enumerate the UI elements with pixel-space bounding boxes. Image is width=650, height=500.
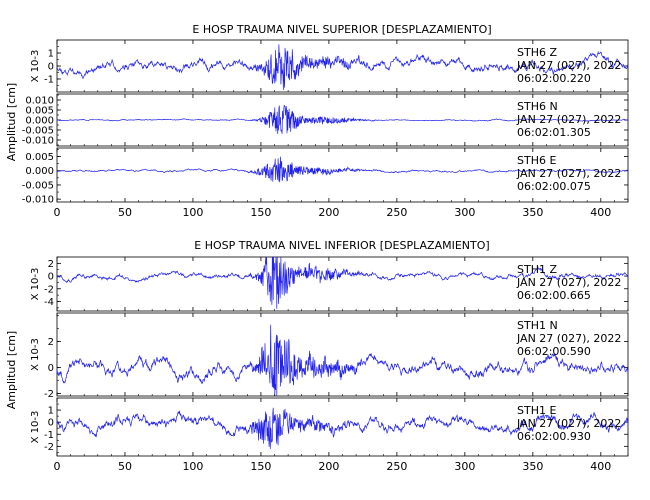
x-tick-label: 250 bbox=[386, 206, 407, 219]
trace-time: 06:02:01.305 bbox=[517, 126, 591, 139]
y-tick-label: 1 bbox=[48, 49, 54, 60]
scale-label: X 10-3 bbox=[30, 268, 41, 301]
x-tick-label: 100 bbox=[182, 206, 203, 219]
scale-label: X 10-3 bbox=[30, 50, 41, 83]
x-tick-label: 300 bbox=[454, 460, 475, 473]
y-tick-label: 0.000 bbox=[25, 116, 54, 127]
ylabel-superior: Amplitud [cm] bbox=[5, 83, 18, 161]
x-tick-label: 350 bbox=[522, 206, 543, 219]
y-tick-label: -1 bbox=[44, 75, 54, 86]
scale-label: X 10-3 bbox=[30, 411, 41, 444]
y-tick-label: -0.010 bbox=[22, 136, 54, 147]
y-tick-label: -0.005 bbox=[22, 126, 54, 137]
waveform-trace bbox=[56, 256, 629, 309]
trace-time: 06:02:00.665 bbox=[517, 289, 591, 302]
y-tick-label: -2 bbox=[44, 284, 54, 295]
x-axis-1: 0 50 100 150 200 250 300 350 400 bbox=[54, 257, 629, 473]
x-tick-label: 150 bbox=[250, 460, 271, 473]
x-tick-label: 50 bbox=[118, 460, 132, 473]
y-tick-label: -1 bbox=[44, 430, 54, 441]
waveform-trace bbox=[57, 104, 629, 135]
ylabel-inferior: Amplitud [cm] bbox=[5, 331, 18, 409]
x-tick-label: 150 bbox=[250, 206, 271, 219]
x-tick-label: 400 bbox=[590, 206, 611, 219]
x-tick-label: 200 bbox=[318, 460, 339, 473]
y-tick-label: -4 bbox=[44, 297, 54, 308]
x-tick-label: 400 bbox=[590, 460, 611, 473]
waveform-trace bbox=[56, 44, 629, 91]
chart-title-inferior: E HOSP TRAUMA NIVEL INFERIOR [DESPLAZAMI… bbox=[194, 239, 489, 252]
trace-station: STH1 N bbox=[517, 319, 558, 332]
y-tick-label: 0.005 bbox=[25, 106, 54, 117]
trace-time: 06:02:00.930 bbox=[517, 430, 591, 443]
y-tick-label: -0.010 bbox=[22, 195, 54, 206]
trace-date: JAN 27 (027), 2022 bbox=[516, 167, 621, 180]
x-tick-label: 50 bbox=[118, 206, 132, 219]
x-tick-label: 350 bbox=[522, 460, 543, 473]
x-tick-label: 200 bbox=[318, 206, 339, 219]
y-tick-label: 1 bbox=[48, 406, 54, 417]
y-tick-label: 0.005 bbox=[25, 152, 54, 163]
trace-station: STH1 Z bbox=[517, 263, 557, 276]
y-tick-label: 0.010 bbox=[25, 96, 54, 107]
y-tick-label: 0 bbox=[48, 363, 54, 374]
y-tick-label: 2 bbox=[48, 259, 54, 270]
y-tick-label: 0 bbox=[48, 418, 54, 429]
y-tick-label: -0.005 bbox=[22, 180, 54, 191]
chart-title-superior: E HOSP TRAUMA NIVEL SUPERIOR [DESPLAZAMI… bbox=[192, 23, 491, 36]
x-tick-label: 100 bbox=[182, 460, 203, 473]
y-tick-label: -2 bbox=[44, 442, 54, 453]
trace-station: STH6 N bbox=[517, 100, 558, 113]
x-tick-label: 0 bbox=[54, 206, 61, 219]
x-tick-label: 0 bbox=[54, 460, 61, 473]
x-axes: 0 50 100 150 200 250 300 350 400 0 50 100 150 200 250 3… bbox=[54, 40, 629, 473]
trace-time: 06:02:00.220 bbox=[517, 72, 591, 85]
y-tick-label: 0 bbox=[48, 272, 54, 283]
trace-station: STH6 E bbox=[517, 154, 556, 167]
y-tick-label: 2 bbox=[48, 337, 54, 348]
waveform-trace bbox=[56, 324, 629, 397]
trace-station: STH1 E bbox=[517, 404, 556, 417]
y-tick-label: 0 bbox=[48, 62, 54, 73]
trace-station: STH6 Z bbox=[517, 46, 557, 59]
waveform-trace bbox=[56, 407, 629, 450]
trace-date: JAN 27 (027), 2022 bbox=[516, 417, 621, 430]
x-axis-0: 0 50 100 150 200 250 300 350 400 bbox=[54, 40, 629, 219]
waveform-trace bbox=[56, 156, 629, 183]
x-tick-label: 250 bbox=[386, 460, 407, 473]
trace-date: JAN 27 (027), 2022 bbox=[516, 276, 621, 289]
trace-date: JAN 27 (027), 2022 bbox=[516, 332, 621, 345]
scale-label: X 10-3 bbox=[30, 338, 41, 371]
y-tick-label: -2 bbox=[44, 389, 54, 400]
trace-time: 06:02:00.075 bbox=[517, 180, 591, 193]
trace-date: JAN 27 (027), 2022 bbox=[516, 59, 621, 72]
trace-date: JAN 27 (027), 2022 bbox=[516, 113, 621, 126]
x-tick-label: 300 bbox=[454, 206, 475, 219]
trace-time: 06:02:00.590 bbox=[517, 345, 591, 358]
y-tick-label: 0.000 bbox=[25, 166, 54, 177]
